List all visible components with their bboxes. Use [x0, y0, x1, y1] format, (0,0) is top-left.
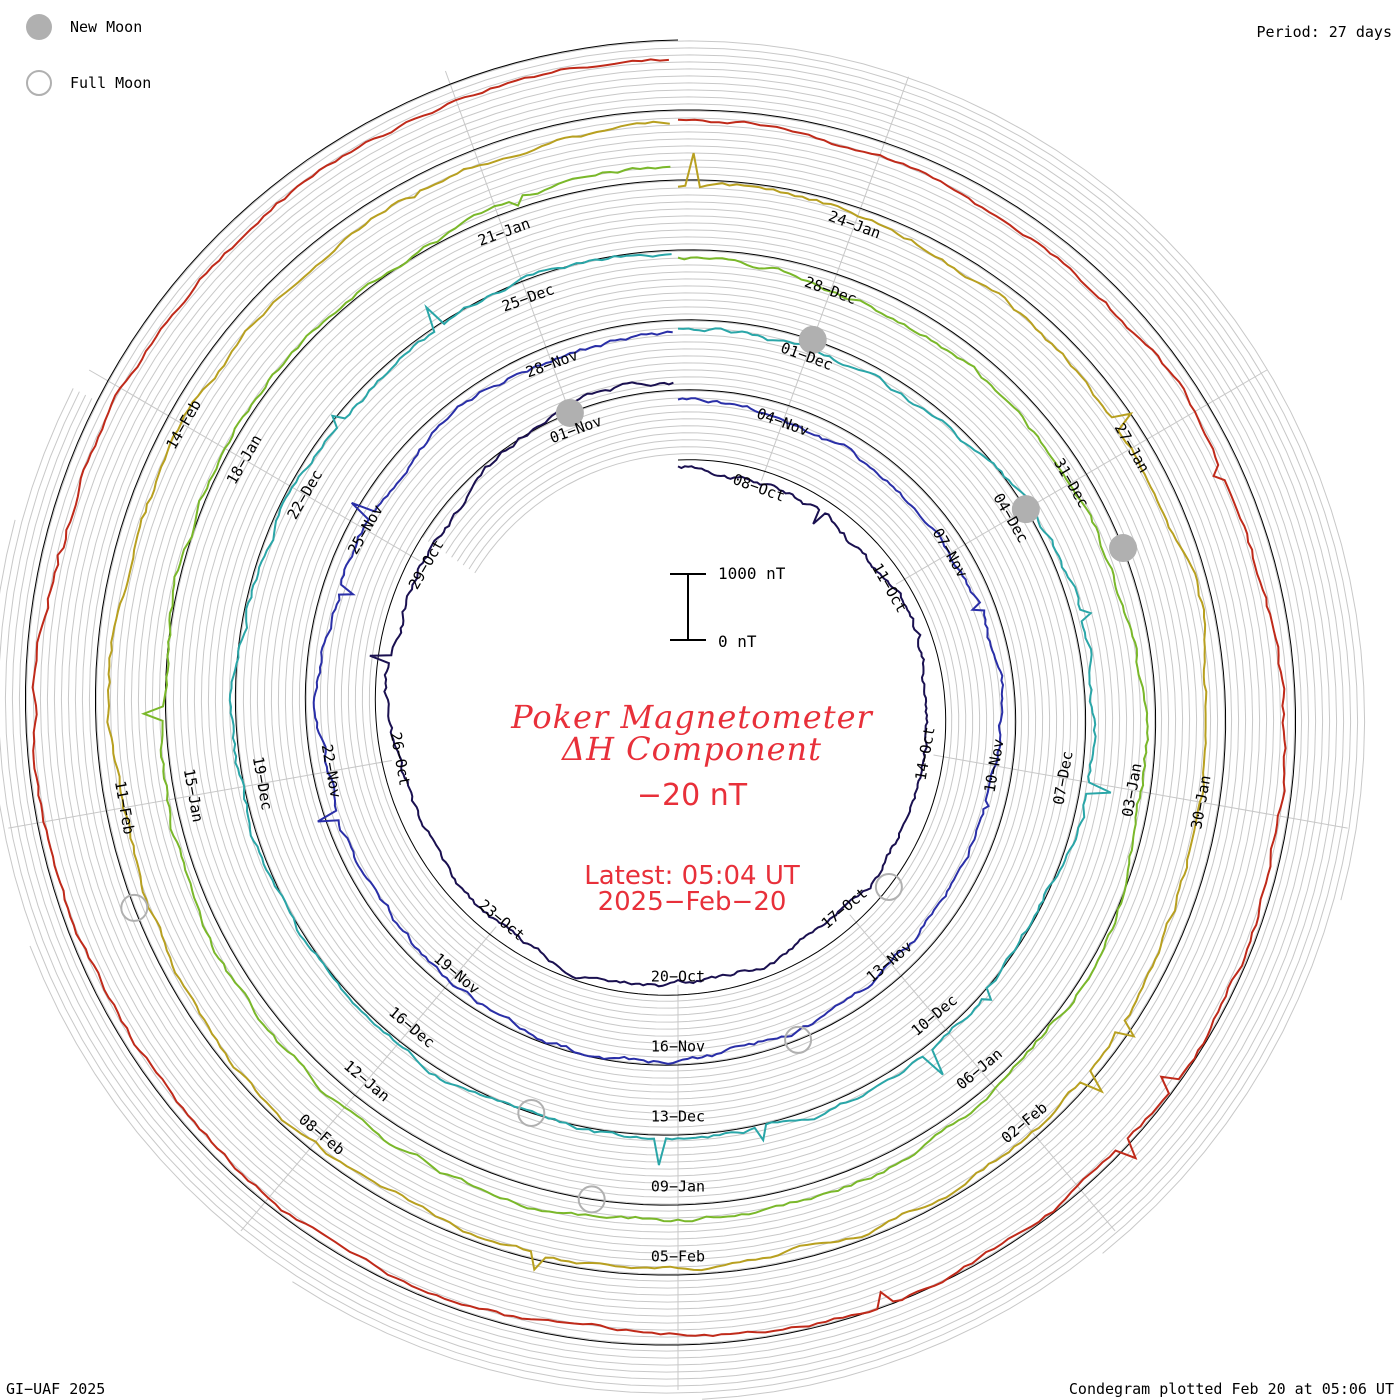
ring-baseline [164, 179, 1157, 1206]
radial-spoke [240, 926, 497, 1232]
series-trace [140, 165, 1150, 1223]
full-moon-marker [874, 872, 903, 901]
series-trace [369, 381, 929, 988]
grid-band [11, 96, 1310, 1359]
date-label: 29−Oct [405, 537, 448, 593]
new-moon-marker [1011, 495, 1040, 524]
date-label: 08−Oct [730, 470, 787, 505]
moon-layer [120, 325, 1138, 1214]
scale-bar: 1000 nT 0 nT [670, 564, 786, 651]
latest-time: Latest: 05:04 UT [584, 861, 800, 891]
legend-full-moon: Full Moon [26, 70, 151, 96]
new-moon-marker [798, 325, 827, 354]
plotted-label: Condegram plotted Feb 20 at 05:06 UT [1068, 1380, 1394, 1398]
series-trace [106, 120, 1208, 1272]
scale-top-label: 1000 nT [718, 564, 786, 583]
date-label: 25−Nov [344, 502, 387, 558]
series-trace [31, 58, 1287, 1338]
full-moon-marker [120, 893, 149, 922]
date-label: 05−Feb [651, 1248, 705, 1266]
grid-band [32, 47, 1359, 1338]
date-label: 18−Jan [223, 432, 266, 488]
grid-band [0, 75, 1331, 1380]
full-moon-icon [26, 70, 52, 96]
full-moon-marker [784, 1025, 813, 1054]
grid-band [39, 54, 1352, 1400]
grid-band [25, 40, 1366, 1345]
full-moon-label: Full Moon [70, 74, 152, 92]
radial-spoke [88, 369, 420, 562]
new-moon-marker [1109, 534, 1138, 563]
radial-spoke [849, 914, 1116, 1232]
current-value: −20 nT [636, 778, 748, 813]
ring-baseline [304, 319, 1017, 1066]
chart-title-line2: ΔH Component [561, 730, 823, 768]
date-label: 14−Feb [162, 397, 205, 453]
radial-spoke [444, 70, 574, 423]
legend-new-moon: New Moon [26, 14, 142, 40]
new-moon-marker [555, 398, 584, 427]
grid-band [29, 68, 1338, 1387]
latest-date: 2025−Feb−20 [597, 887, 787, 917]
grid-band [18, 103, 1303, 1352]
date-label: 13−Dec [651, 1108, 705, 1126]
radial-spoke [895, 369, 1268, 585]
chart-title-line1: Poker Magnetometer [511, 698, 873, 736]
new-moon-label: New Moon [70, 18, 143, 36]
date-label: 09−Jan [651, 1178, 705, 1196]
full-moon-marker [517, 1099, 546, 1128]
scale-bottom-label: 0 nT [718, 632, 757, 651]
grid-band [0, 82, 1324, 1373]
radial-spoke [760, 76, 909, 481]
series-trace [312, 330, 1005, 1065]
credit-label: GI−UAF 2025 [6, 1380, 106, 1398]
ring-baseline [374, 389, 947, 996]
date-label: 22−Dec [284, 467, 327, 523]
date-label: 16−Nov [651, 1038, 705, 1056]
date-label: 20−Oct [651, 968, 705, 986]
full-moon-marker [577, 1185, 606, 1214]
ring-baseline [25, 39, 1296, 1346]
ring-baseline [95, 109, 1227, 1276]
period-label: Period: 27 days [1256, 23, 1392, 41]
new-moon-icon [26, 14, 52, 40]
grid-band [4, 89, 1317, 1366]
